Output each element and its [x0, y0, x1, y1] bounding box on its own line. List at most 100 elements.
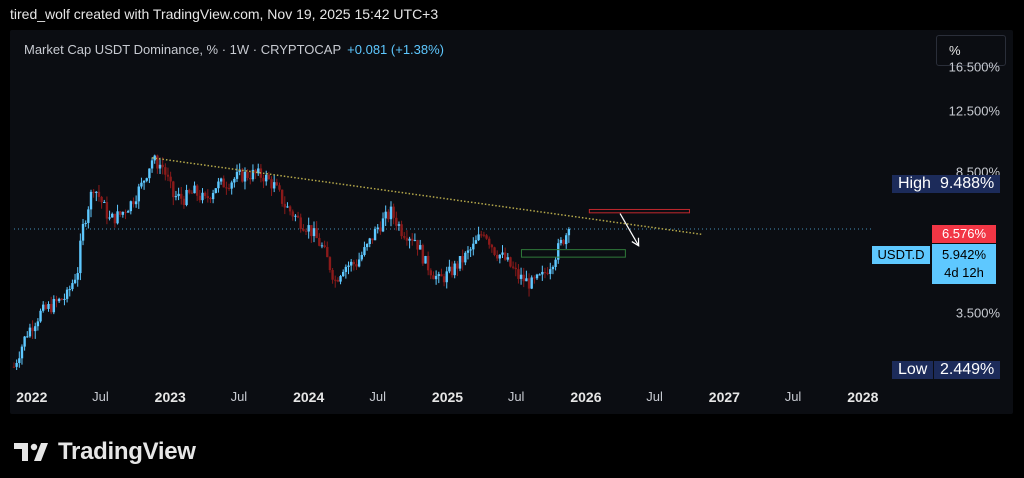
unit-toggle-button[interactable]: %	[936, 35, 1006, 66]
x-tick-label: Jul	[646, 389, 663, 404]
candle-body	[565, 235, 568, 245]
candle-body	[434, 275, 438, 280]
candle-body	[211, 192, 215, 200]
candle-body	[304, 230, 308, 232]
candle-body	[108, 217, 111, 219]
candle-body	[480, 234, 483, 236]
candle-body	[182, 198, 186, 206]
alert-price-tag: 6.576%	[932, 225, 996, 243]
red-zone-box	[588, 208, 690, 214]
candle-body	[426, 256, 430, 271]
tradingview-logo[interactable]: TradingView	[14, 438, 196, 466]
candle-body	[76, 273, 79, 280]
candle-body	[490, 244, 494, 248]
candle-body	[68, 289, 71, 291]
candle-body	[235, 171, 239, 179]
x-tick-label: 2022	[16, 389, 48, 405]
chart-panel[interactable]	[10, 30, 1013, 414]
brand-wordmark: TradingView	[58, 438, 196, 465]
tradingview-logo-icon	[14, 443, 48, 461]
chart-caption: tired_wolf created with TradingView.com,…	[10, 6, 439, 22]
candle-body	[12, 366, 16, 368]
candle-body	[551, 266, 555, 270]
candle-body	[198, 195, 202, 201]
candle-body	[344, 266, 348, 272]
candle-body	[448, 266, 451, 272]
candle-body	[466, 250, 470, 253]
candle-body	[214, 188, 217, 193]
candle-body	[411, 238, 414, 241]
candle-body	[336, 280, 340, 282]
candle-body	[307, 225, 310, 232]
candle-body	[405, 237, 409, 241]
candle-body	[522, 274, 525, 282]
candle-body	[331, 270, 334, 280]
candle-body	[355, 264, 358, 267]
candle-body	[195, 185, 199, 196]
candle-body	[294, 215, 297, 217]
trendline	[151, 157, 702, 236]
candle-body	[150, 160, 154, 169]
annotation-layer	[151, 157, 702, 258]
candle-body	[174, 196, 178, 198]
candle-body	[389, 206, 393, 220]
candle-body	[488, 238, 491, 245]
candle-body	[450, 266, 454, 276]
candle-body	[265, 174, 268, 182]
candle-body	[517, 269, 520, 279]
candle-body	[116, 211, 119, 224]
candle-body	[238, 169, 241, 172]
candle-body	[514, 267, 517, 270]
candle-body	[373, 229, 377, 241]
candle-body	[567, 229, 571, 236]
candle-body	[161, 164, 164, 168]
candle-body	[18, 358, 21, 363]
candle-body	[299, 217, 302, 229]
last-price-tag: 5.942% 4d 12h	[932, 244, 996, 284]
candle-body	[278, 185, 281, 190]
candle-body	[180, 193, 183, 199]
candle-body	[339, 276, 342, 282]
projection-arrow-head	[631, 237, 640, 247]
candle-body	[543, 271, 547, 273]
candle-body	[100, 196, 103, 203]
candle-body	[387, 211, 390, 220]
candle-body	[251, 169, 255, 180]
candle-body	[254, 169, 257, 174]
candle-body	[209, 198, 212, 200]
candle-body	[424, 256, 427, 264]
candle-body	[283, 203, 286, 208]
candle-body	[55, 298, 58, 302]
candle-body	[456, 263, 459, 269]
x-tick-label: Jul	[507, 389, 525, 404]
candle-body	[288, 206, 292, 212]
candle-body	[557, 243, 560, 260]
symbol-legend[interactable]: Market Cap USDT Dominance, % · 1W · CRYP…	[24, 42, 444, 57]
candle-body	[440, 274, 443, 277]
green-zone-box	[520, 249, 626, 258]
candle-body	[498, 254, 502, 259]
candle-body	[201, 192, 204, 201]
candle-body	[262, 177, 265, 182]
candle-body	[44, 304, 48, 309]
candle-body	[134, 201, 138, 205]
candle-body	[148, 168, 151, 179]
x-tick-label: 2028	[847, 389, 879, 405]
candle-body	[188, 189, 191, 193]
candle-body	[132, 201, 135, 205]
candle-body	[461, 256, 464, 263]
candle-body	[118, 211, 122, 215]
x-tick-label: Jul	[784, 389, 802, 404]
candle-body	[65, 289, 69, 299]
candle-body	[140, 182, 143, 187]
symbol-description: Market Cap USDT Dominance, % · 1W · CRYP…	[24, 42, 342, 57]
candle-body	[416, 239, 419, 250]
x-tick-label: 2026	[570, 389, 602, 405]
x-tick-label: Jul	[369, 389, 387, 404]
candle-body	[222, 178, 225, 188]
candle-body	[103, 202, 106, 204]
candle-body	[541, 271, 544, 275]
candle-body	[111, 213, 114, 218]
candle-body	[469, 249, 472, 251]
